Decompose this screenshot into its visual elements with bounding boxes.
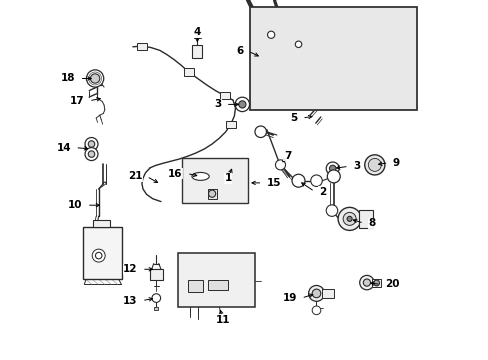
Text: 8: 8 (367, 218, 375, 228)
Text: 14: 14 (56, 143, 71, 153)
Text: 17: 17 (70, 96, 84, 106)
Circle shape (343, 212, 355, 225)
Text: 7: 7 (284, 150, 291, 161)
Text: 6: 6 (236, 46, 244, 56)
Text: 21: 21 (127, 171, 142, 181)
Circle shape (325, 205, 337, 216)
Circle shape (311, 289, 320, 298)
Text: 2: 2 (318, 186, 325, 197)
Text: 19: 19 (282, 293, 296, 303)
Circle shape (363, 279, 370, 286)
Bar (150, 269, 163, 280)
Ellipse shape (192, 172, 209, 180)
Circle shape (359, 275, 373, 290)
Circle shape (367, 158, 381, 171)
Circle shape (85, 138, 98, 150)
Text: 3: 3 (352, 161, 360, 171)
Circle shape (295, 41, 301, 48)
Circle shape (235, 97, 249, 112)
Text: 13: 13 (123, 296, 137, 306)
Circle shape (88, 151, 95, 157)
Circle shape (85, 148, 98, 161)
Circle shape (90, 74, 100, 83)
Bar (208, 280, 228, 290)
Bar (249, 7, 416, 110)
Circle shape (92, 249, 105, 262)
Circle shape (311, 306, 320, 315)
Bar (154, 307, 158, 310)
Text: 20: 20 (384, 279, 399, 289)
Text: 1: 1 (224, 173, 231, 183)
Text: 16: 16 (168, 168, 182, 179)
Bar (93, 220, 109, 227)
Bar (322, 289, 333, 298)
Bar (82, 227, 122, 279)
Text: 12: 12 (123, 264, 137, 274)
Circle shape (346, 216, 351, 221)
Bar (181, 158, 247, 203)
Bar (137, 43, 146, 50)
Bar (192, 45, 202, 58)
Bar (225, 121, 235, 128)
Circle shape (364, 155, 384, 175)
Text: 10: 10 (68, 200, 82, 210)
Circle shape (308, 285, 324, 301)
Circle shape (329, 165, 335, 172)
Text: 3: 3 (214, 99, 221, 109)
Circle shape (197, 174, 203, 179)
Circle shape (326, 170, 340, 183)
Circle shape (373, 280, 379, 286)
Text: 4: 4 (193, 27, 201, 37)
Bar (371, 279, 381, 287)
Bar (178, 253, 255, 307)
Text: 11: 11 (215, 315, 230, 325)
Circle shape (152, 294, 160, 302)
Circle shape (310, 175, 322, 186)
Bar (207, 189, 216, 199)
Text: 9: 9 (392, 158, 399, 168)
Bar (219, 92, 229, 99)
Bar (183, 68, 193, 76)
Circle shape (325, 162, 339, 175)
Circle shape (291, 174, 305, 187)
Text: 15: 15 (266, 178, 281, 188)
Text: 5: 5 (290, 113, 297, 123)
Circle shape (208, 190, 215, 197)
Bar (187, 280, 203, 292)
Bar (358, 210, 372, 228)
Circle shape (337, 207, 361, 230)
Circle shape (267, 31, 274, 39)
Circle shape (275, 160, 285, 170)
Circle shape (86, 70, 103, 87)
Circle shape (238, 101, 245, 108)
Circle shape (95, 252, 102, 259)
Text: 18: 18 (61, 73, 75, 84)
Circle shape (88, 141, 95, 147)
Circle shape (254, 126, 266, 138)
